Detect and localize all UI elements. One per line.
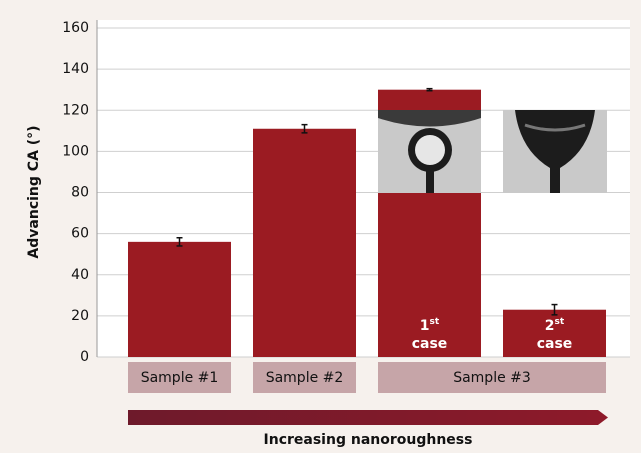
- y-tick-label: 40: [71, 267, 89, 283]
- x-axis-title: Increasing nanoroughness: [264, 432, 473, 448]
- y-tick-label: 160: [62, 20, 89, 36]
- y-tick-label: 60: [71, 226, 89, 242]
- y-tick-label: 120: [62, 102, 89, 118]
- y-axis-title: Advancing CA (°): [26, 125, 42, 258]
- plot: 0 20 40 60 80 100 120 140 160 Sample #1 Sample #2 1…: [62, 20, 630, 393]
- y-tick-label: 140: [62, 61, 89, 77]
- category-box: [128, 362, 231, 393]
- x-tick-label: Sample #2: [266, 370, 344, 386]
- bar: [128, 241, 231, 357]
- y-tick-label: 100: [62, 143, 89, 159]
- category-box: [253, 362, 356, 393]
- y-tick-label: 20: [71, 308, 89, 324]
- bar-label: 2st: [545, 317, 565, 335]
- bar-label: case: [537, 336, 573, 352]
- bar: [253, 128, 356, 357]
- y-tick-label: 0: [80, 349, 89, 365]
- error-bar: [301, 123, 308, 134]
- x-tick-label: Sample #1: [141, 370, 219, 386]
- y-tick-label: 80: [71, 185, 89, 201]
- x-tick-label: Sample #3: [453, 370, 531, 386]
- category-box: [378, 362, 606, 393]
- bar-label: case: [412, 336, 448, 352]
- bar: [503, 309, 606, 357]
- droplet-image-2: [503, 110, 607, 193]
- droplet-image-1: [378, 110, 481, 193]
- error-bar: [426, 87, 433, 92]
- error-bar: [551, 303, 558, 316]
- bar-label: 1st: [420, 317, 440, 335]
- arrow: [128, 410, 608, 425]
- error-bar: [176, 236, 183, 247]
